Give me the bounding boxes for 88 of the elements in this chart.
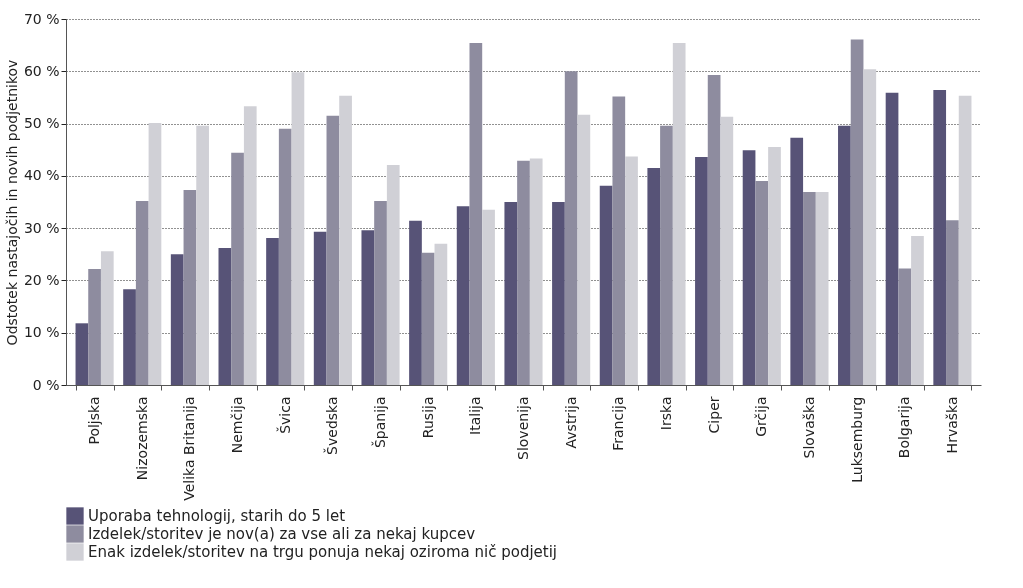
bar: [647, 168, 661, 385]
x-tick-label: Italija: [467, 396, 484, 435]
legend-label: Izdelek/storitev je nov(a) za vse ali za nekaj kupcev: [88, 525, 476, 543]
x-tick-label: Velika Britanija: [181, 396, 198, 501]
bar: [469, 43, 483, 385]
bar: [803, 192, 816, 385]
bar: [266, 238, 279, 385]
x-tick-label: Irska: [657, 396, 674, 431]
y-tick-label: 50 %: [23, 115, 60, 132]
bar: [482, 209, 495, 385]
bar: [456, 206, 470, 385]
y-tick-label: 30 %: [23, 219, 60, 236]
bar: [911, 235, 924, 385]
bar: [898, 268, 912, 385]
bar: [850, 39, 864, 385]
bar: [720, 116, 734, 385]
bar: [707, 74, 721, 385]
bar: [564, 71, 578, 385]
bar: [742, 150, 756, 385]
x-tick-label: Slovaška: [800, 396, 817, 459]
bar: [612, 96, 626, 385]
x-tick-label: Hrvaška: [943, 396, 960, 454]
bar: [958, 95, 972, 385]
bar: [196, 125, 209, 385]
x-tick-label: Švedska: [323, 396, 341, 455]
x-tick-label: Nizozemska: [133, 396, 150, 481]
y-tick-label: 0 %: [32, 376, 60, 393]
x-tick-label: Nemčija: [229, 396, 246, 454]
y-tick-label: 10 %: [23, 324, 60, 341]
x-tick-label: Poljska: [86, 396, 103, 445]
bar: [933, 90, 947, 385]
x-tick-label: Bolgarija: [896, 396, 913, 459]
bar: [421, 252, 435, 385]
bar: [599, 185, 613, 385]
legend-label: Uporaba tehnologij, starih do 5 let: [88, 507, 346, 525]
bar: [434, 243, 448, 385]
bar: [386, 164, 400, 385]
y-tick-label: 40 %: [23, 167, 60, 184]
bar: [815, 192, 829, 385]
x-tick-label: Grčija: [753, 396, 770, 437]
bar: [100, 251, 114, 385]
bar: [374, 200, 387, 385]
bar: [243, 106, 257, 385]
bar: [863, 69, 877, 385]
x-tick-label: Avstrija: [562, 396, 579, 449]
legend-label: Enak izdelek/storitev na trgu ponuja nekaj oziroma nič podjetij: [88, 543, 558, 561]
bar: [768, 147, 781, 385]
bar: [885, 92, 899, 385]
bar: [291, 72, 305, 385]
bar: [231, 152, 244, 385]
bar: [577, 114, 591, 385]
x-tick-label: Rusija: [419, 396, 436, 439]
bar: [183, 189, 197, 385]
x-tick-label: Ciper: [705, 396, 722, 434]
y-axis-title: Odstotek nastajočih in novih podjetnikov: [3, 59, 20, 346]
y-tick-label: 70 %: [23, 10, 60, 27]
bar: [625, 156, 638, 385]
bar: [135, 200, 149, 385]
bar: [361, 230, 375, 385]
x-tick-label: Luksemburg: [848, 396, 865, 483]
bar: [517, 160, 530, 385]
bar: [123, 289, 136, 385]
bar: [75, 323, 89, 385]
bar: [148, 123, 162, 385]
bar: [529, 158, 543, 385]
x-tick-label: Slovenija: [515, 396, 531, 460]
y-tick-label: 60 %: [23, 62, 60, 79]
bar: [660, 125, 673, 385]
bar: [278, 128, 292, 385]
y-tick-label: 20 %: [23, 271, 60, 288]
bar: [946, 220, 959, 385]
bar: [755, 181, 769, 385]
x-tick-label: Francija: [610, 396, 627, 451]
bar: [88, 268, 101, 385]
x-tick-label: Španija: [371, 396, 389, 449]
bar: [326, 115, 340, 385]
bar: [313, 231, 327, 385]
bar: [339, 95, 352, 385]
bar: [790, 137, 804, 385]
bar: [504, 202, 518, 385]
bar: [552, 202, 565, 385]
bar: [838, 125, 851, 385]
bar: [672, 43, 686, 385]
x-tick-label: Švica: [275, 396, 293, 434]
bar: [170, 254, 184, 385]
bar: [409, 220, 422, 385]
bar: [218, 248, 232, 385]
bar: [695, 157, 708, 385]
